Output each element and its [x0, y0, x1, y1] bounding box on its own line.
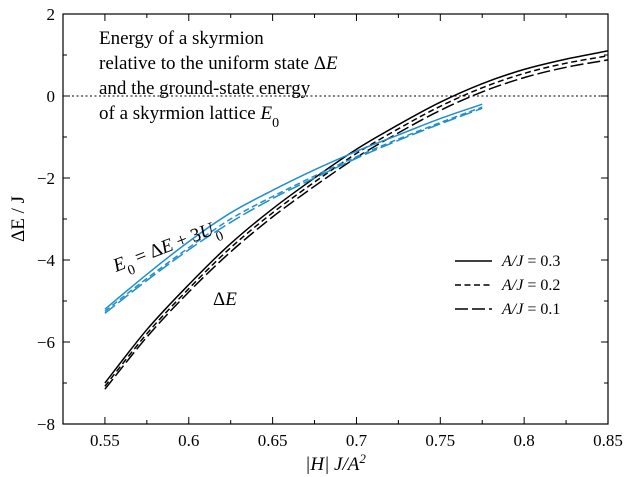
- x-tick-label: 0.8: [514, 431, 535, 450]
- y-axis-title: ΔE / J: [8, 196, 29, 242]
- annotation-delta-e: ΔE: [213, 289, 237, 310]
- annotation-e0-formula: E0 = ΔE + 3U0: [109, 217, 225, 284]
- y-tick-label: −6: [37, 333, 55, 352]
- x-tick-label: 0.7: [346, 431, 368, 450]
- x-tick-label: 0.75: [425, 431, 455, 450]
- x-tick-label: 0.85: [593, 431, 623, 450]
- chart-note-line-1: Energy of a skyrmion: [99, 28, 264, 49]
- x-tick-label: 0.65: [258, 431, 288, 450]
- chart-note-line-3: and the ground-state energy: [99, 78, 311, 99]
- series-line-e0-aj-01: [104, 107, 483, 314]
- legend-label-2: A/J = 0.2: [501, 277, 560, 294]
- series-line-delta-e-aj-03: [104, 50, 608, 384]
- y-tick-label: −4: [37, 251, 56, 270]
- y-tick-label: 0: [47, 87, 56, 106]
- series-line-e0-aj-02: [104, 106, 483, 312]
- series-line-delta-e-aj-02: [104, 55, 608, 387]
- x-tick-label: 0.55: [90, 431, 120, 450]
- series-line-e0-aj-03: [104, 103, 483, 310]
- plot-frame: [62, 13, 609, 425]
- legend-label-3: A/J = 0.1: [501, 301, 560, 318]
- chart-note-line-2: relative to the uniform state ΔE: [99, 53, 338, 74]
- chart-note-line-4: of a skyrmion lattice E0: [99, 103, 279, 131]
- x-axis-title: |H| J/A2: [305, 451, 366, 476]
- legend-label-1: A/J = 0.3: [501, 253, 560, 270]
- y-tick-label: 2: [47, 5, 56, 24]
- y-tick-label: −2: [37, 169, 55, 188]
- y-tick-label: −8: [37, 415, 55, 434]
- x-tick-label: 0.6: [178, 431, 199, 450]
